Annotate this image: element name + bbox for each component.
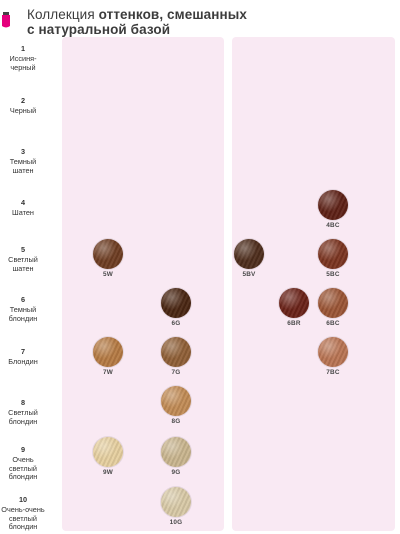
shade-swatch-6bc: 6BC bbox=[314, 288, 352, 327]
shade-swatch-5bv: 5BV bbox=[230, 239, 268, 278]
brand-tube-icon bbox=[2, 12, 10, 28]
level-number: 2 bbox=[20, 96, 26, 105]
shade-code-label: 5W bbox=[103, 271, 113, 278]
shade-swatch-7w: 7W bbox=[89, 337, 127, 376]
title-plain-text: Коллекция bbox=[27, 7, 99, 22]
level-name-text: светлый bbox=[8, 463, 38, 473]
level-label-10: 10 Очень-очень светлый блондин bbox=[0, 495, 46, 531]
shade-swatch-10g: 10G bbox=[157, 487, 195, 526]
level-name-text: Шатен bbox=[12, 208, 34, 218]
shade-code-label: 6BR bbox=[287, 320, 301, 327]
level-label-2: 2 Черный bbox=[0, 96, 46, 116]
shade-color-circle bbox=[161, 437, 191, 467]
shade-code-label: 7G bbox=[171, 369, 181, 376]
level-name-text: Темный bbox=[9, 305, 37, 315]
level-label-6: 6 Темный блондин bbox=[0, 295, 46, 323]
level-name-text: блондин bbox=[8, 416, 38, 426]
level-name-text: Светлый bbox=[8, 255, 38, 265]
level-number: 10 bbox=[18, 495, 28, 504]
shade-color-circle bbox=[318, 190, 348, 220]
level-name-text: Черный bbox=[9, 106, 37, 116]
level-label-8: 8 Светлый блондин bbox=[0, 398, 46, 426]
level-label-1: 1 Иссиня-черный bbox=[0, 44, 46, 72]
shade-swatch-7bc: 7BC bbox=[314, 337, 352, 376]
shade-color-circle bbox=[93, 337, 123, 367]
shade-color-circle bbox=[318, 337, 348, 367]
shade-color-circle bbox=[161, 487, 191, 517]
shade-swatch-7g: 7G bbox=[157, 337, 195, 376]
page-title: Коллекция оттенков, смешанных с натураль… bbox=[27, 7, 247, 37]
level-name-text: шатен bbox=[12, 263, 34, 273]
level-label-3: 3 Темный шатен bbox=[0, 147, 46, 175]
shade-code-label: 5BC bbox=[326, 271, 340, 278]
shade-color-circle bbox=[234, 239, 264, 269]
shade-code-label: 6G bbox=[171, 320, 181, 327]
shade-color-circle bbox=[93, 239, 123, 269]
shade-code-label: 4BC bbox=[326, 222, 340, 229]
title-bold-text-1: оттенков, смешанных bbox=[98, 7, 248, 22]
level-label-5: 5 Светлый шатен bbox=[0, 245, 46, 273]
shade-color-circle bbox=[161, 337, 191, 367]
level-number: 7 bbox=[20, 347, 26, 356]
shade-color-circle bbox=[318, 288, 348, 318]
level-number: 1 bbox=[20, 44, 26, 53]
level-name-text: Иссиня- bbox=[9, 54, 37, 64]
level-name-text: блондин bbox=[8, 313, 38, 323]
level-label-9: 9 Очень светлый блондин bbox=[0, 445, 46, 481]
right-shade-panel bbox=[232, 37, 395, 531]
shade-code-label: 8G bbox=[171, 418, 181, 425]
shade-code-label: 7W bbox=[103, 369, 113, 376]
shade-color-circle bbox=[161, 386, 191, 416]
level-number: 4 bbox=[20, 198, 26, 207]
title-line-1: Коллекция оттенков, смешанных bbox=[27, 7, 247, 22]
shade-code-label: 7BC bbox=[326, 369, 340, 376]
level-name-text: Очень-очень bbox=[1, 505, 45, 515]
shade-swatch-8g: 8G bbox=[157, 386, 195, 425]
shade-swatch-9g: 9G bbox=[157, 437, 195, 476]
level-name-text: блондин bbox=[8, 521, 38, 531]
shade-code-label: 9W bbox=[103, 469, 113, 476]
level-name-text: Очень bbox=[12, 455, 34, 465]
shade-swatch-9w: 9W bbox=[89, 437, 127, 476]
level-number: 9 bbox=[20, 445, 26, 454]
shade-code-label: 6BC bbox=[326, 320, 340, 327]
shade-code-label: 5BV bbox=[242, 271, 256, 278]
level-name-text: Темный bbox=[9, 157, 37, 167]
title-line-2: с натуральной базой bbox=[27, 22, 171, 37]
level-name-text: шатен bbox=[12, 165, 34, 175]
shade-swatch-6g: 6G bbox=[157, 288, 195, 327]
shade-color-circle bbox=[318, 239, 348, 269]
level-label-7: 7 Блондин bbox=[0, 347, 46, 367]
level-number: 6 bbox=[20, 295, 26, 304]
level-label-4: 4 Шатен bbox=[0, 198, 46, 218]
shade-swatch-4bc: 4BC bbox=[314, 190, 352, 229]
level-number: 5 bbox=[20, 245, 26, 254]
level-number: 8 bbox=[20, 398, 26, 407]
shade-color-circle bbox=[279, 288, 309, 318]
shade-color-circle bbox=[161, 288, 191, 318]
shade-swatch-6br: 6BR bbox=[275, 288, 313, 327]
level-name-text: блондин bbox=[8, 471, 38, 481]
shade-color-circle bbox=[93, 437, 123, 467]
shade-code-label: 10G bbox=[169, 519, 183, 526]
shade-code-label: 9G bbox=[171, 469, 181, 476]
left-shade-panel bbox=[62, 37, 224, 531]
shade-swatch-5w: 5W bbox=[89, 239, 127, 278]
level-name-text: светлый bbox=[8, 513, 38, 523]
level-name-text: Светлый bbox=[8, 408, 38, 418]
level-number: 3 bbox=[20, 147, 26, 156]
shade-swatch-5bc: 5BC bbox=[314, 239, 352, 278]
level-name-text: черный bbox=[10, 62, 36, 72]
level-name-text: Блондин bbox=[8, 357, 38, 367]
